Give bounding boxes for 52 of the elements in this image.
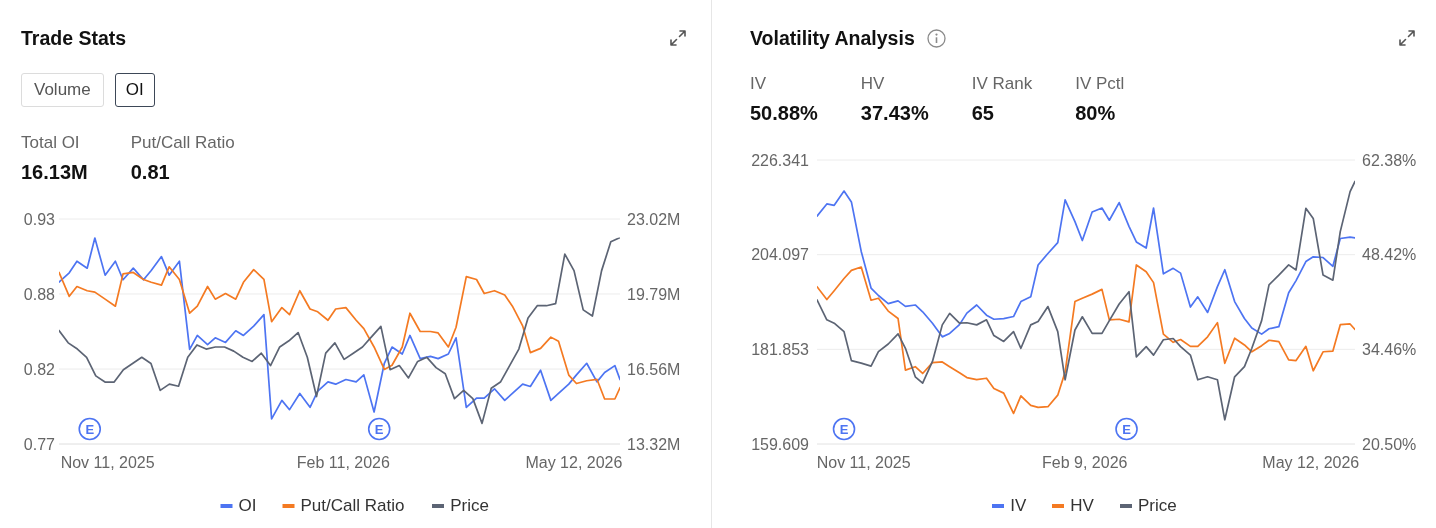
y2-tick-label: 34.46% (1362, 341, 1417, 359)
legend-label: IV (1010, 496, 1027, 516)
chart-title: Volatility Analysis (750, 26, 915, 50)
line-series (817, 190, 1355, 338)
y2-tick-label: 13.32M (627, 435, 681, 453)
text: IV Pctl (1075, 74, 1125, 93)
y-tick-label: 181.853 (751, 341, 810, 359)
annotation: E (85, 421, 95, 437)
text: 16.13M (21, 161, 88, 183)
y-tick-label: 204.097 (751, 246, 810, 264)
legend-label: Price (450, 496, 489, 516)
legend-label: HV (1070, 496, 1094, 516)
legend-label: Put/Call Ratio (300, 496, 405, 516)
text: 50.88% (750, 102, 818, 124)
x-tick-label: May 12, 2026 (1262, 454, 1360, 472)
y2-tick-label: 19.79M (627, 285, 681, 303)
y-tick-label: 0.88 (23, 285, 56, 303)
y-tick-label: 226.341 (751, 151, 810, 169)
text: HV (860, 74, 885, 93)
x-tick-label: Feb 11, 2026 (296, 454, 390, 472)
x-tick-label: May 12, 2026 (525, 454, 623, 472)
legend-label: Price (1137, 496, 1177, 516)
x-tick-label: Nov 11, 2025 (60, 454, 155, 472)
text: 37.43% (860, 102, 929, 124)
line-series (59, 265, 620, 400)
text: Volume (34, 80, 91, 100)
y-tick-label: 0.77 (23, 435, 56, 453)
x-tick-label: Nov 11, 2025 (816, 454, 911, 472)
annotation: E (374, 421, 384, 437)
y-tick-label: 0.82 (23, 360, 56, 378)
text: 65 (971, 102, 994, 124)
y-tick-label: 0.93 (23, 210, 56, 228)
text: IV (750, 74, 767, 93)
x-tick-label: Feb 9, 2026 (1042, 454, 1128, 472)
y2-tick-label: 16.56M (627, 360, 681, 378)
text: Put/Call Ratio (130, 133, 235, 152)
chart-title: Trade Stats (21, 26, 127, 50)
annotation: E (1122, 421, 1132, 437)
y2-tick-label: 48.42% (1362, 246, 1417, 264)
text: OI (125, 80, 144, 100)
y2-tick-label: 62.38% (1362, 151, 1417, 169)
y2-tick-label: 23.02M (627, 210, 681, 228)
text: Total OI (21, 133, 80, 152)
y-tick-label: 159.609 (751, 435, 810, 453)
annotation: E (839, 421, 849, 437)
line-series (817, 180, 1355, 421)
text: 0.81 (130, 161, 170, 183)
legend-label: OI (238, 496, 257, 516)
text: IV Rank (971, 74, 1033, 93)
y2-tick-label: 20.50% (1362, 435, 1417, 453)
line-series (817, 264, 1355, 415)
text: 80% (1075, 102, 1116, 124)
